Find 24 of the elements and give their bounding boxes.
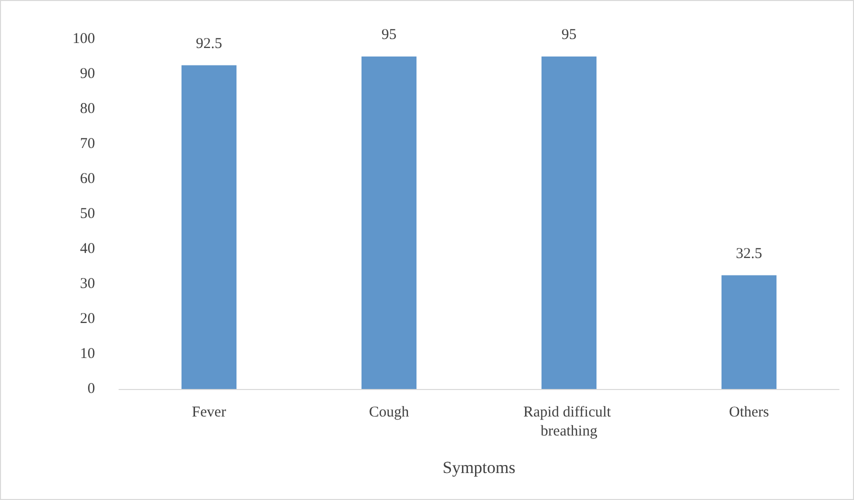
x-axis-title: Symptoms bbox=[442, 458, 516, 477]
y-tick-label: 40 bbox=[80, 241, 95, 257]
y-tick-label: 0 bbox=[88, 381, 95, 397]
x-tick-label: Fever bbox=[192, 404, 226, 420]
data-label: 95 bbox=[562, 27, 576, 43]
y-tick-label: 50 bbox=[80, 206, 95, 222]
y-tick-label: 20 bbox=[80, 311, 95, 327]
bar bbox=[542, 56, 596, 389]
x-tick-label: Rapid difficult breathing bbox=[523, 404, 615, 440]
x-tick-label: Others bbox=[729, 404, 770, 420]
y-tick-label: 30 bbox=[80, 276, 95, 292]
y-tick-label: 80 bbox=[80, 101, 95, 117]
y-tick-label: 70 bbox=[80, 136, 95, 152]
y-tick-label: 60 bbox=[80, 171, 95, 187]
data-label: 95 bbox=[382, 27, 396, 43]
data-label: 92.5 bbox=[196, 36, 222, 52]
data-label: 32.5 bbox=[736, 246, 762, 262]
bar bbox=[722, 275, 776, 389]
bar bbox=[182, 65, 236, 389]
y-tick-label: 90 bbox=[80, 66, 95, 82]
bar bbox=[362, 56, 416, 389]
y-tick-label: 100 bbox=[72, 31, 95, 47]
y-tick-label: 10 bbox=[80, 346, 95, 362]
x-tick-label: Cough bbox=[368, 404, 410, 420]
